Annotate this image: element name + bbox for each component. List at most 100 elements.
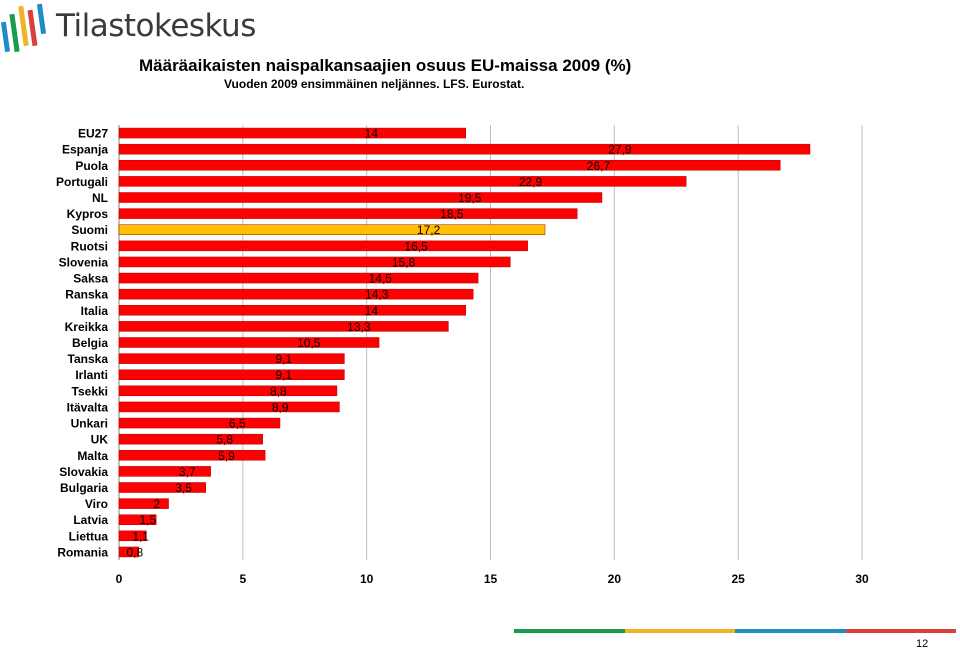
category-label: Saksa bbox=[73, 272, 108, 286]
category-label: Malta bbox=[77, 449, 108, 463]
category-label: Puola bbox=[75, 159, 108, 173]
data-label: 1,1 bbox=[132, 529, 149, 543]
category-label: EU27 bbox=[78, 127, 108, 141]
category-label: Liettua bbox=[69, 529, 109, 543]
category-label: Tsekki bbox=[72, 384, 108, 398]
data-label: 14 bbox=[365, 127, 379, 141]
category-label: Latvia bbox=[73, 513, 108, 527]
category-label: Ruotsi bbox=[71, 239, 108, 253]
bar bbox=[118, 369, 345, 380]
category-label: Suomi bbox=[71, 223, 108, 237]
x-tick-label: 0 bbox=[116, 572, 123, 586]
category-label: Tanska bbox=[68, 352, 109, 366]
bar bbox=[118, 450, 266, 461]
bar bbox=[118, 482, 206, 493]
data-label: 3,5 bbox=[175, 481, 192, 495]
bar bbox=[118, 321, 449, 332]
data-label: 14,3 bbox=[365, 288, 389, 302]
bar bbox=[118, 160, 781, 171]
category-label: Belgia bbox=[72, 336, 108, 350]
bar bbox=[118, 288, 474, 300]
category-label: Portugali bbox=[56, 175, 108, 189]
bar bbox=[118, 530, 147, 542]
bar bbox=[118, 208, 578, 219]
brand-name: Tilastokeskus bbox=[56, 8, 256, 44]
data-label: 6,5 bbox=[229, 417, 246, 431]
chart-subtitle: Vuoden 2009 ensimmäinen neljännes. LFS. … bbox=[224, 77, 525, 91]
category-label: Kreikka bbox=[65, 320, 109, 334]
bar bbox=[118, 305, 466, 316]
bar bbox=[118, 546, 140, 558]
data-label: 8,8 bbox=[270, 384, 287, 398]
data-label: 14,5 bbox=[369, 272, 393, 286]
data-label: 9,1 bbox=[275, 368, 292, 382]
x-tick-label: 30 bbox=[855, 572, 869, 586]
data-label: 26,7 bbox=[587, 159, 611, 173]
category-label: Ranska bbox=[65, 288, 108, 302]
category-label: NL bbox=[92, 191, 108, 205]
data-label: 18,5 bbox=[440, 207, 464, 221]
bar bbox=[118, 498, 169, 509]
bar bbox=[118, 466, 211, 477]
category-label: Espanja bbox=[62, 143, 108, 157]
data-label: 15,8 bbox=[392, 255, 416, 269]
bar bbox=[118, 176, 687, 187]
bar bbox=[118, 256, 511, 268]
x-tick-label: 25 bbox=[731, 572, 745, 586]
category-label: Romania bbox=[57, 545, 108, 559]
footer-stripe bbox=[735, 629, 846, 633]
data-label: 2 bbox=[153, 497, 160, 511]
x-tick-label: 20 bbox=[608, 572, 622, 586]
logo-mark-icon bbox=[0, 3, 47, 53]
data-label: 10,5 bbox=[297, 336, 321, 350]
data-label: 19,5 bbox=[458, 191, 482, 205]
category-label: Irlanti bbox=[75, 368, 108, 382]
category-label: Bulgaria bbox=[60, 481, 108, 495]
bar bbox=[118, 127, 466, 139]
category-label: Slovenia bbox=[59, 255, 109, 269]
bar bbox=[118, 337, 380, 348]
data-label: 8,9 bbox=[272, 400, 289, 414]
category-label: Slovakia bbox=[59, 465, 108, 479]
bar bbox=[118, 143, 811, 155]
footer-stripes bbox=[514, 629, 956, 633]
bar bbox=[118, 272, 479, 284]
bar bbox=[118, 401, 340, 413]
data-label: 27,9 bbox=[608, 143, 632, 157]
category-label: Viro bbox=[85, 497, 108, 511]
bar bbox=[118, 417, 281, 429]
bar bbox=[118, 433, 263, 445]
data-label: 5,8 bbox=[216, 433, 233, 447]
data-label: 0,8 bbox=[126, 545, 143, 559]
category-label: Itävalta bbox=[67, 400, 109, 414]
bar bbox=[118, 353, 345, 364]
data-label: 1,5 bbox=[139, 513, 156, 527]
data-label: 17,2 bbox=[417, 223, 441, 237]
bar bbox=[118, 192, 603, 203]
footer-stripe bbox=[624, 629, 735, 633]
data-label: 14 bbox=[365, 304, 379, 318]
x-tick-label: 5 bbox=[239, 572, 246, 586]
footer-stripe bbox=[845, 629, 956, 633]
data-label: 22,9 bbox=[519, 175, 543, 189]
category-label: Unkari bbox=[71, 417, 108, 431]
category-label: Kypros bbox=[67, 207, 109, 221]
bar bbox=[118, 385, 338, 397]
data-label: 5,9 bbox=[218, 449, 235, 463]
page-number: 12 bbox=[916, 638, 929, 650]
x-tick-label: 15 bbox=[484, 572, 498, 586]
category-label: Italia bbox=[81, 304, 109, 318]
x-tick-label: 10 bbox=[360, 572, 374, 586]
tilastokeskus-logo bbox=[0, 3, 47, 53]
footer-stripe bbox=[514, 629, 625, 633]
bar bbox=[118, 240, 528, 252]
chart-title: Määräaikaisten naispalkansaajien osuus E… bbox=[139, 56, 632, 75]
data-label: 9,1 bbox=[275, 352, 292, 366]
data-label: 3,7 bbox=[179, 465, 196, 479]
category-label: UK bbox=[91, 433, 109, 447]
data-label: 16,5 bbox=[404, 239, 428, 253]
bar bbox=[118, 224, 546, 235]
bar bbox=[118, 514, 157, 525]
bar-chart: 0 5 10 15 20 25 30 EU27 14 Espanja 27,9 Puola 26,7 Po… bbox=[56, 125, 869, 586]
data-label: 13,3 bbox=[347, 320, 371, 334]
